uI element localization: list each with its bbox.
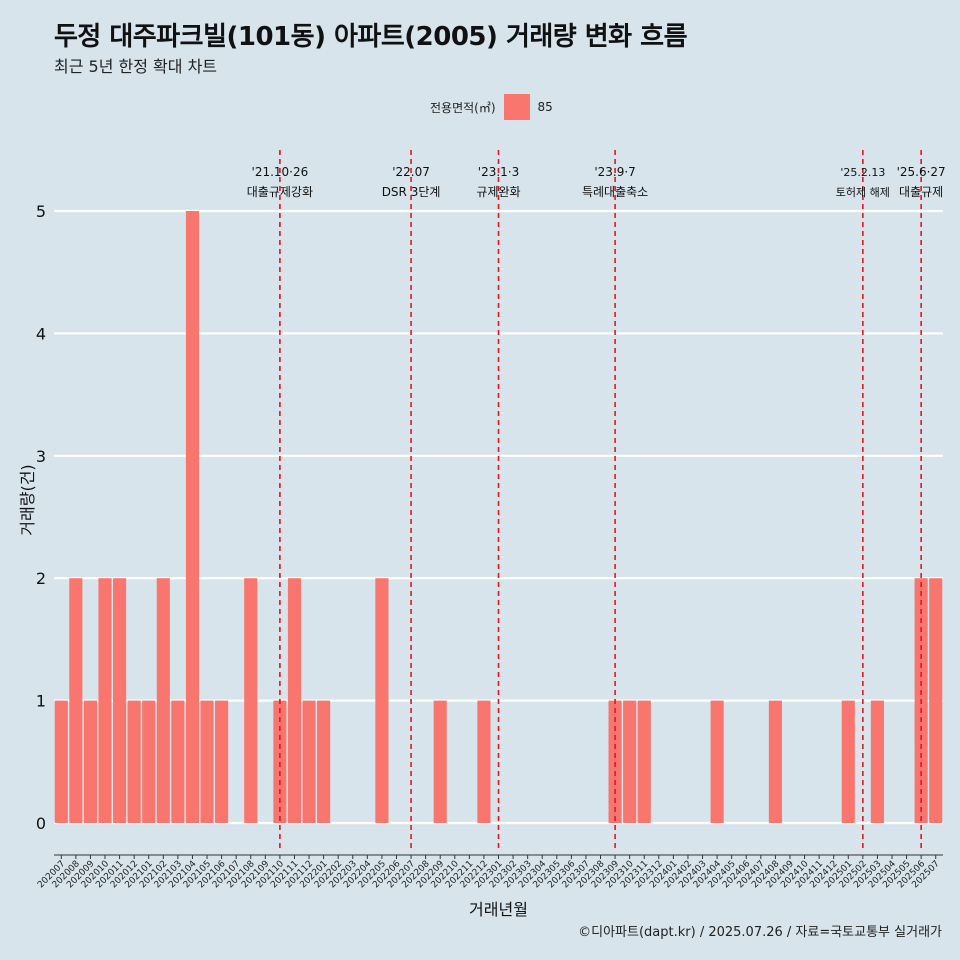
bar — [623, 700, 637, 823]
annotation-date: '23.1·3 — [478, 165, 519, 179]
bar — [608, 700, 622, 823]
bar — [710, 700, 724, 823]
bar — [83, 700, 97, 823]
chart-title: 두정 대주파크빌(101동) 아파트(2005) 거래량 변화 흐름 — [54, 22, 688, 52]
chart-subtitle: 최근 5년 한정 확대 차트 — [54, 57, 218, 76]
annotation-label: 대출규제 — [899, 185, 943, 199]
bar — [768, 700, 782, 823]
y-tick-label: 1 — [36, 692, 46, 711]
bar — [113, 578, 127, 823]
annotation-label: DSR 3단계 — [382, 185, 441, 199]
bar — [142, 700, 156, 823]
bar — [433, 700, 447, 823]
annotation-date: '21.10·26 — [252, 165, 309, 179]
bar — [841, 700, 855, 823]
bar — [127, 700, 141, 823]
bar — [215, 700, 229, 823]
bar — [244, 578, 258, 823]
bar — [98, 578, 112, 823]
annotation-label: 토허제 해제 — [836, 185, 890, 199]
bar — [156, 578, 170, 823]
y-tick-label: 5 — [36, 202, 46, 221]
y-tick-label: 2 — [36, 569, 46, 588]
footer-credit: ©디아파트(dapt.kr) / 2025.07.26 / 자료=국토교통부 실… — [578, 925, 942, 940]
annotation-date: '25.2.13 — [840, 166, 885, 179]
y-tick-label: 0 — [36, 814, 46, 833]
bar — [637, 700, 651, 823]
annotation-label: 대출규제강화 — [247, 185, 313, 199]
legend: 전용면적(㎡) 85 — [430, 94, 553, 120]
annotation-label: 특례대출축소 — [582, 185, 648, 199]
bar — [185, 211, 200, 823]
legend-item-label: 85 — [537, 100, 553, 114]
bar — [477, 700, 491, 823]
bar — [200, 700, 214, 823]
bar — [375, 578, 389, 823]
x-axis-title: 거래년월 — [469, 900, 528, 919]
bar — [317, 700, 331, 823]
bar — [929, 578, 943, 823]
legend-title: 전용면적(㎡) — [430, 100, 496, 115]
annotation-date: '25.6·27 — [897, 165, 946, 179]
bar — [171, 700, 185, 823]
bar — [870, 700, 884, 823]
annotation-date: '23.9·7 — [594, 165, 635, 179]
bar — [69, 578, 83, 823]
bar — [273, 700, 287, 823]
legend-swatch — [503, 94, 530, 120]
y-axis-title: 거래량(건) — [18, 464, 37, 535]
y-tick-label: 4 — [36, 324, 46, 343]
y-tick-label: 3 — [36, 447, 46, 466]
annotation-date: '22.07 — [392, 165, 430, 179]
bar — [287, 578, 302, 823]
bar — [54, 700, 68, 823]
annotation-label: 규제완화 — [476, 185, 520, 199]
bar — [302, 700, 316, 823]
